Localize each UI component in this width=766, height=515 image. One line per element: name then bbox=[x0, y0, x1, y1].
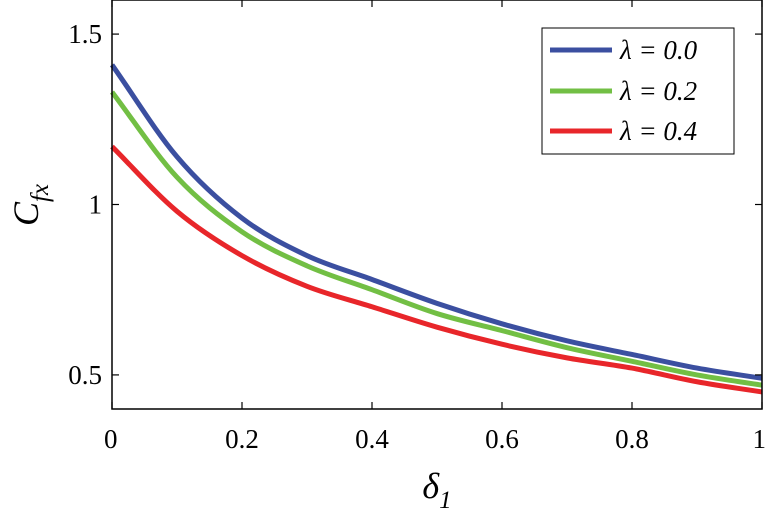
legend-label-lambda-0-0: λ = 0.0 bbox=[619, 35, 698, 65]
y-axis-label: Cfx bbox=[6, 184, 54, 226]
x-tick-label: 1 bbox=[753, 424, 766, 454]
x-axis-label: δ1 bbox=[422, 466, 451, 514]
series-line-2 bbox=[110, 144, 763, 395]
tick-layer: 0 0.2 0.4 0.6 0.8 1 0.5 1 1.5 bbox=[68, 0, 766, 454]
plot-frame bbox=[111, 0, 763, 410]
x-tick-label: 0 bbox=[104, 424, 118, 454]
x-tick-label: 0.4 bbox=[355, 424, 389, 454]
y-tick-label: 1.5 bbox=[68, 19, 102, 49]
y-tick-label: 1 bbox=[89, 190, 103, 220]
series-line-1 bbox=[110, 90, 763, 388]
y-axis-label-subscript: fx bbox=[27, 184, 54, 202]
legend-label-lambda-0-4: λ = 0.4 bbox=[619, 116, 697, 146]
x-tick-label: 0.2 bbox=[225, 424, 259, 454]
x-tick-label: 0.6 bbox=[485, 424, 519, 454]
legend-label-lambda-0-2: λ = 0.2 bbox=[619, 76, 697, 106]
x-axis-label-subscript: 1 bbox=[439, 487, 452, 514]
y-tick-label: 0.5 bbox=[68, 360, 102, 390]
legend: λ = 0.0 λ = 0.2 λ = 0.4 bbox=[541, 27, 735, 155]
series-line-0 bbox=[109, 63, 763, 381]
series-layer bbox=[109, 63, 763, 395]
x-tick-label: 0.8 bbox=[615, 424, 649, 454]
